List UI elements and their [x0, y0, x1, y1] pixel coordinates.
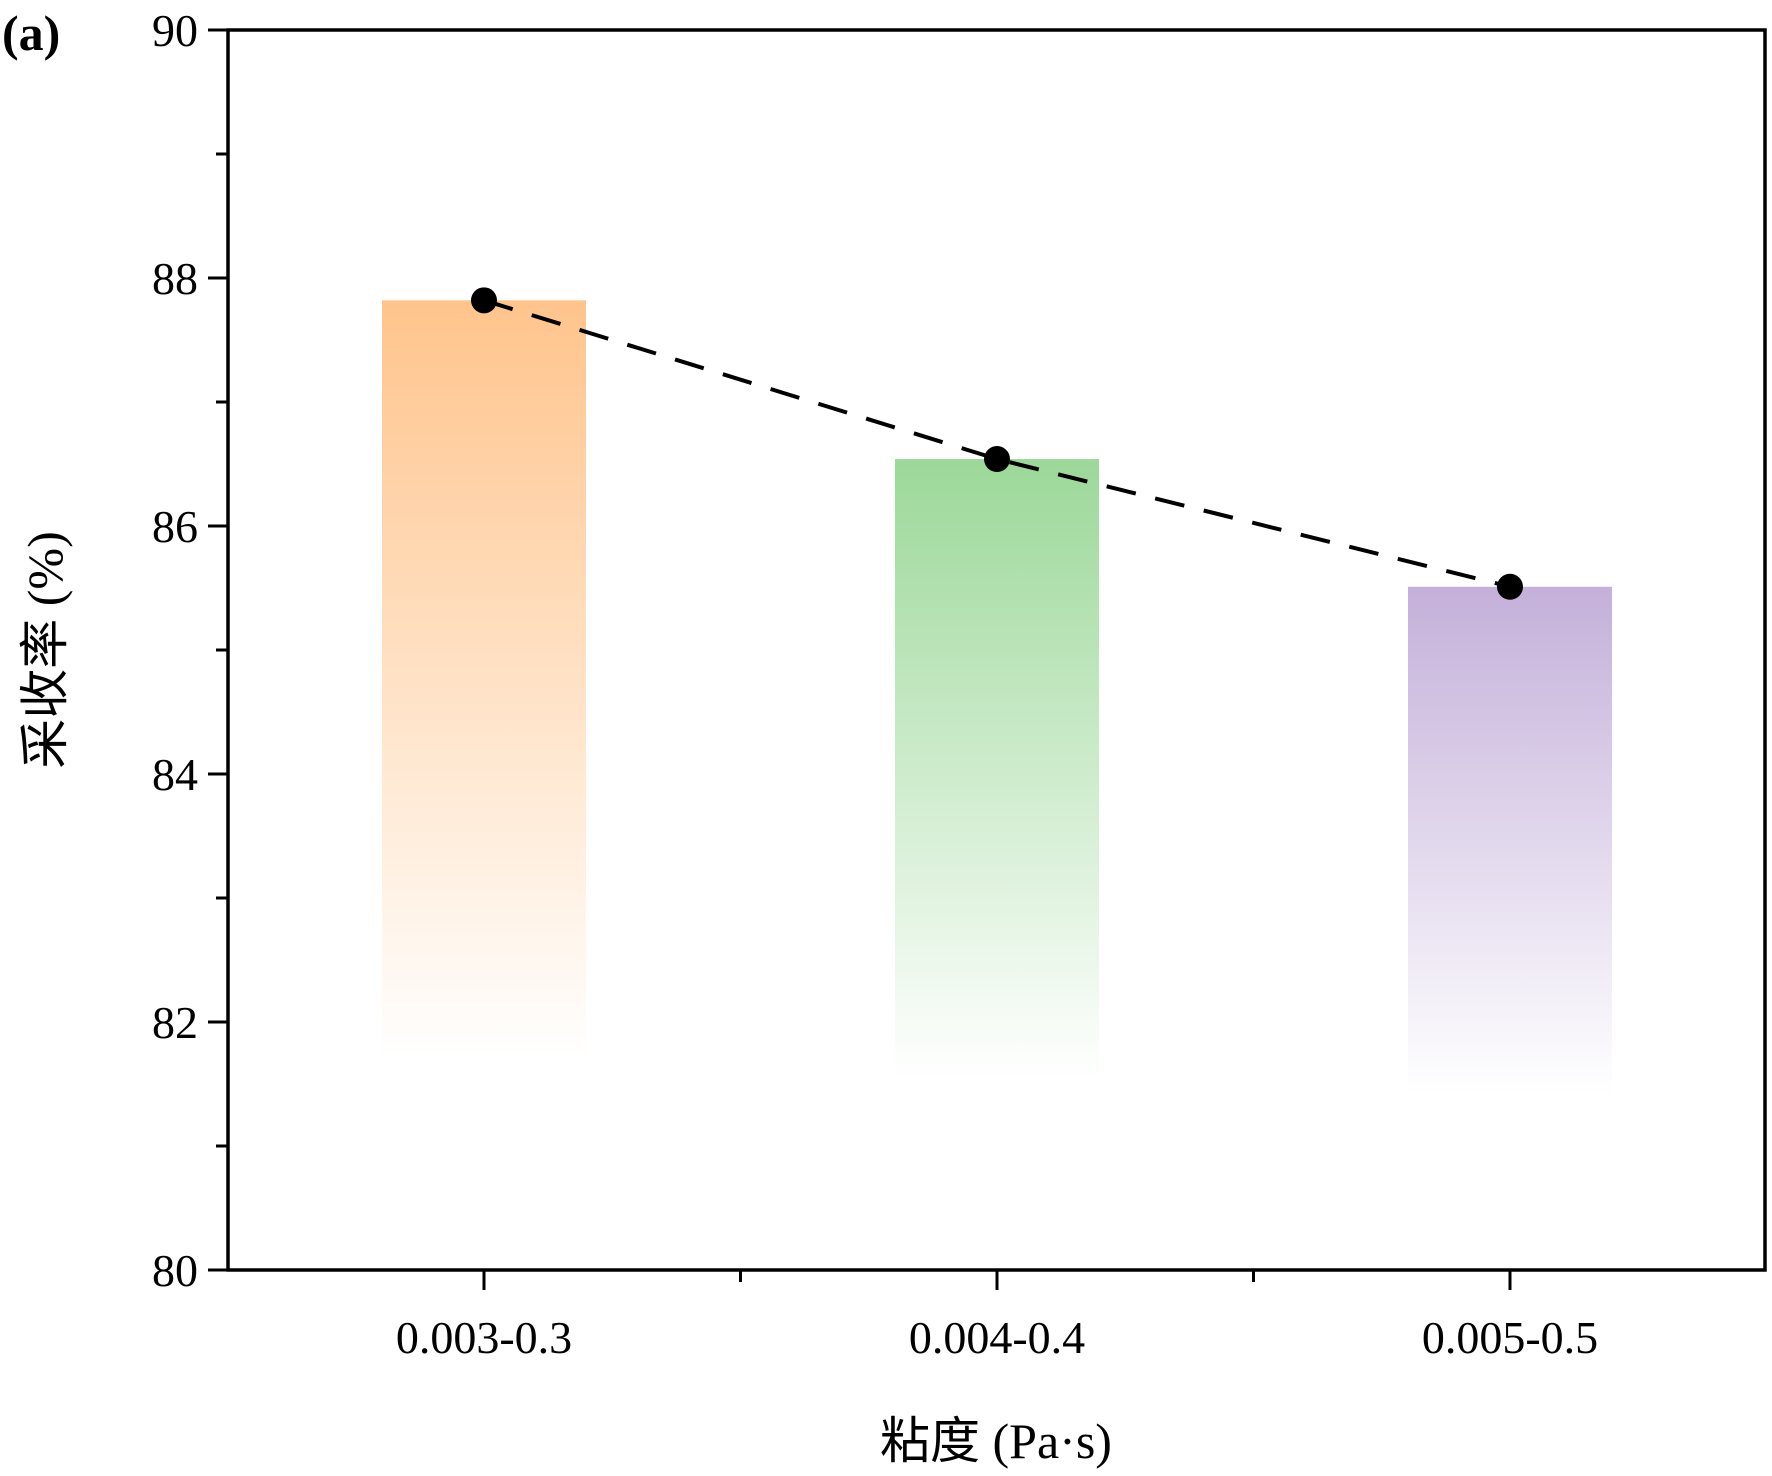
bars [382, 300, 1612, 1095]
bar-1 [382, 300, 586, 1060]
y-tick-label: 82 [152, 997, 198, 1048]
x-axis-title: 粘度 (Pa·s) [880, 1413, 1112, 1469]
x-tick-label: 0.004-0.4 [909, 1312, 1085, 1363]
y-tick-label: 88 [152, 253, 198, 304]
y-tick-label: 86 [152, 501, 198, 552]
x-tick-label: 0.003-0.3 [396, 1312, 572, 1363]
panel-label: (a) [2, 5, 60, 61]
y-axis-title: 采收率 (%) [17, 531, 73, 768]
data-point-2 [984, 446, 1010, 473]
trend-line [483, 298, 1511, 589]
data-point-3 [1497, 573, 1523, 600]
x-axis: 0.003-0.3 0.004-0.4 0.005-0.5 [396, 1270, 1598, 1363]
bar-2 [895, 459, 1099, 1080]
trend-line-layer [471, 287, 1523, 600]
y-tick-label: 80 [152, 1245, 198, 1296]
y-tick-label: 84 [152, 749, 198, 800]
y-tick-label: 90 [152, 5, 198, 56]
y-axis: 80 82 84 86 88 90 [152, 5, 228, 1296]
data-point-1 [471, 287, 497, 314]
bar-3 [1408, 586, 1612, 1095]
x-tick-label: 0.005-0.5 [1422, 1312, 1598, 1363]
